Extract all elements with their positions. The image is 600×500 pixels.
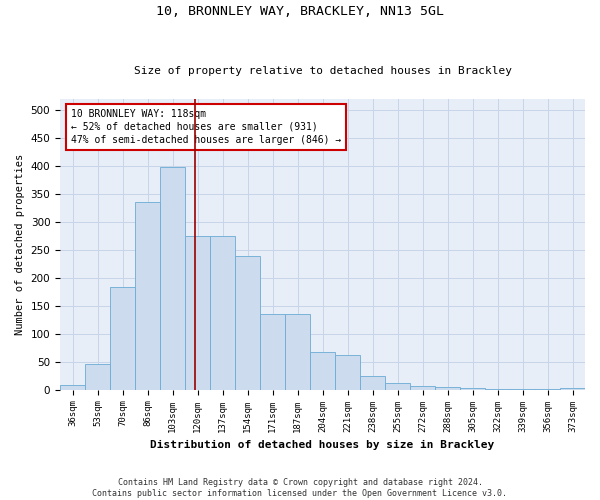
Bar [235,256,260,390]
Bar [60,385,85,390]
Bar [185,236,210,390]
Title: Size of property relative to detached houses in Brackley: Size of property relative to detached ho… [134,66,512,76]
Bar [210,236,235,390]
X-axis label: Distribution of detached houses by size in Brackley: Distribution of detached houses by size … [151,440,494,450]
Bar [460,388,485,390]
Bar [110,286,135,390]
Bar [335,355,360,390]
Bar [485,388,510,390]
Bar [385,383,410,390]
Bar [435,387,460,390]
Bar [535,389,560,390]
Bar [410,386,435,390]
Bar [285,314,310,390]
Bar [360,376,385,390]
Bar [260,314,285,390]
Text: 10 BRONNLEY WAY: 118sqm
← 52% of detached houses are smaller (931)
47% of semi-d: 10 BRONNLEY WAY: 118sqm ← 52% of detache… [71,108,341,145]
Bar [310,352,335,390]
Bar [560,388,585,390]
Text: 10, BRONNLEY WAY, BRACKLEY, NN13 5GL: 10, BRONNLEY WAY, BRACKLEY, NN13 5GL [156,5,444,18]
Bar [85,364,110,390]
Bar [510,389,535,390]
Bar [160,168,185,390]
Bar [135,202,160,390]
Y-axis label: Number of detached properties: Number of detached properties [15,154,25,334]
Text: Contains HM Land Registry data © Crown copyright and database right 2024.
Contai: Contains HM Land Registry data © Crown c… [92,478,508,498]
